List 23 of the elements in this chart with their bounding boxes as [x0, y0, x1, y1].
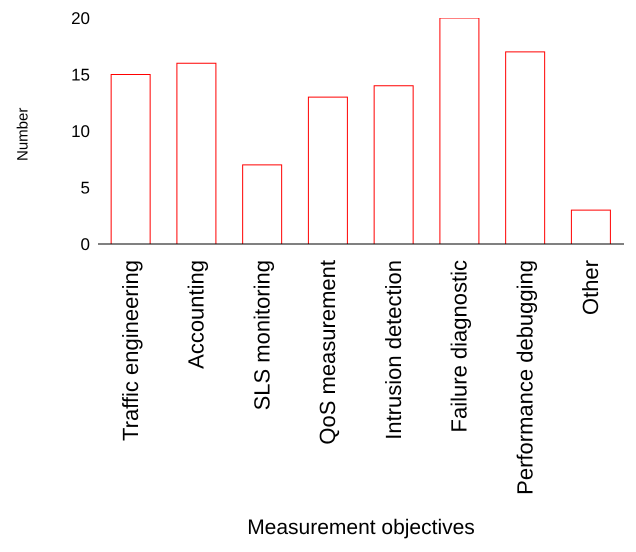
bar [439, 18, 480, 244]
bar [570, 210, 611, 244]
bar [242, 164, 282, 244]
x-tick-label: Intrusion detection [380, 260, 406, 440]
bar [308, 96, 348, 244]
bar [176, 62, 216, 244]
x-tick-label: SLS monitoring [249, 260, 274, 410]
x-tick-label: Accounting [184, 260, 209, 369]
bar [505, 51, 546, 244]
y-tick-label: 10 [71, 122, 90, 142]
x-tick-label: QoS measurement [315, 260, 340, 445]
y-tick-label: 5 [80, 178, 90, 198]
x-axis-title: Measurement objectives [247, 516, 475, 539]
y-tick-label: 0 [80, 235, 90, 254]
bar [374, 85, 414, 244]
y-axis-title: Number [14, 108, 32, 161]
x-tick-label: Failure diagnostic [446, 260, 472, 432]
bar [110, 74, 151, 244]
y-tick-label: 20 [71, 9, 90, 28]
x-tick-label: Other [578, 260, 604, 316]
x-tick-label: Performance debugging [512, 260, 538, 495]
y-tick-label: 15 [71, 66, 90, 85]
x-tick-label: Traffic engineering [118, 260, 143, 441]
